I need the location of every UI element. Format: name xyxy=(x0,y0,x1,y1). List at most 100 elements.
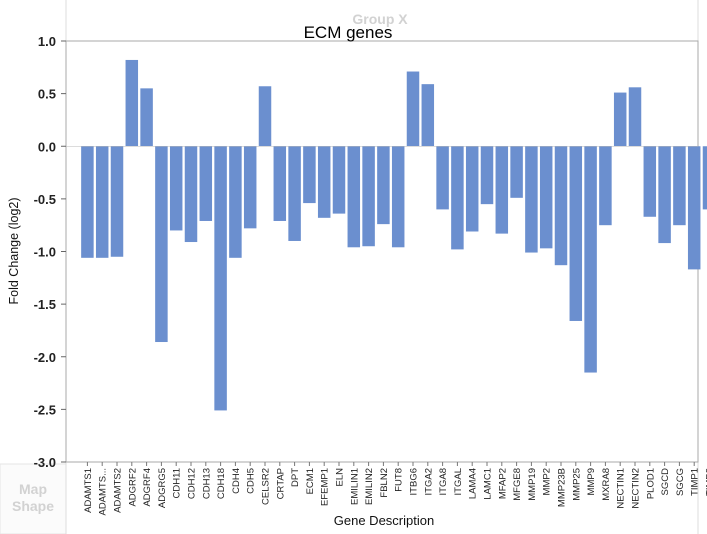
x-tick-label: LAMA4 xyxy=(468,468,479,499)
x-tick-label: MMP23B xyxy=(557,468,568,507)
x-tick-label: ADAMTS1 xyxy=(83,468,94,513)
bar-adamts[interactable] xyxy=(95,146,109,258)
map-shape-zone xyxy=(0,463,67,534)
bar-sgcd[interactable] xyxy=(658,146,671,244)
bar-eln[interactable] xyxy=(332,146,346,214)
bar-cdh13[interactable] xyxy=(199,146,213,221)
bar-lamc1[interactable] xyxy=(480,146,494,205)
x-tick-label: CDH11 xyxy=(172,468,183,498)
x-tick-label: DPT xyxy=(290,468,301,487)
x-tick-label: CDH18 xyxy=(216,468,227,499)
x-tick-label: SGCD xyxy=(660,468,671,496)
map-shape-label-line2: Shape xyxy=(12,498,54,514)
bar-itgal[interactable] xyxy=(451,146,464,250)
bar-fut8[interactable] xyxy=(391,146,405,248)
x-tick-label: ECM1 xyxy=(305,468,316,494)
x-tick-label: NECTIN1 xyxy=(616,468,627,509)
group-x-label: Group X xyxy=(352,11,408,27)
x-tick-label: ITBG6 xyxy=(409,468,420,495)
bars-group xyxy=(66,59,707,411)
bar-mmp9[interactable] xyxy=(584,146,597,373)
bar-crtap[interactable] xyxy=(273,146,287,221)
x-tick-label: CELSR2 xyxy=(261,468,272,505)
x-tick-label: LAMC1 xyxy=(483,468,494,500)
y-tick-label: -2.5 xyxy=(34,402,56,417)
x-tick-label: ITGAL xyxy=(453,468,464,495)
x-tick-label: NECTIN2 xyxy=(631,468,642,509)
y-tick-label: -1.5 xyxy=(34,297,56,312)
x-tick-label: TIMP1 xyxy=(690,468,701,496)
bar-adamts2[interactable] xyxy=(110,146,124,257)
bar-mmp25[interactable] xyxy=(569,146,583,321)
x-tick-label: TIMP2 xyxy=(705,468,707,496)
x-tick-label: MMP2 xyxy=(542,468,553,495)
y-tick-label: -3.0 xyxy=(34,455,56,470)
bar-sgcg[interactable] xyxy=(673,146,686,226)
map-shape-label-line1: Map xyxy=(19,481,47,497)
x-axis-labels: ADAMTS1 ADAMTS... ADAMTS2 ADGRF2 ADGRF4 ADGRG… xyxy=(83,462,707,516)
x-tick-label: EMILIN1 xyxy=(349,468,360,505)
x-tick-label: EFEMP1 xyxy=(320,468,331,506)
bar-efemp1[interactable] xyxy=(317,146,331,218)
bar-emilin1[interactable] xyxy=(347,146,361,248)
x-tick-label: ADGRG5 xyxy=(157,468,168,508)
x-tick-label: ADAMTS2 xyxy=(113,468,124,513)
bar-mxra8[interactable] xyxy=(599,146,612,226)
bar-nectin2[interactable] xyxy=(628,87,642,147)
bar-nectin1[interactable] xyxy=(613,92,627,147)
y-tick-label: 0.5 xyxy=(38,87,56,102)
bar-mfap2[interactable] xyxy=(495,146,509,234)
bar-itbg6[interactable] xyxy=(406,71,420,147)
bar-mmp2[interactable] xyxy=(539,146,553,249)
bar-plod1[interactable] xyxy=(643,146,657,217)
bar-adgrf4[interactable] xyxy=(140,88,153,147)
bar-timp2[interactable] xyxy=(702,146,707,210)
x-tick-label: MMP9 xyxy=(586,468,597,495)
x-tick-label: MMP19 xyxy=(527,468,538,501)
y-tick-label: -2.0 xyxy=(34,350,56,365)
x-tick-label: FUT8 xyxy=(394,468,405,492)
y-tick-label: -0.5 xyxy=(34,192,56,207)
bar-fbln2[interactable] xyxy=(377,146,390,225)
x-tick-label: ITGA8 xyxy=(438,468,449,495)
x-tick-label: SGCG xyxy=(675,468,686,496)
y-axis: 1.0 0.5 0.0 -0.5 -1.0 -1.5 -2.0 -2.5 -3.0 xyxy=(34,34,66,470)
y-axis-title: Fold Change (log2) xyxy=(7,197,21,304)
x-tick-label: ADGRF2 xyxy=(127,468,138,507)
x-tick-label: CDH12 xyxy=(187,468,198,499)
x-tick-label: EMILIN2 xyxy=(364,468,375,505)
bar-celsr2[interactable] xyxy=(258,86,272,147)
bar-timp1[interactable] xyxy=(687,146,701,270)
bar-cdh5[interactable] xyxy=(243,146,257,229)
y-tick-label: 0.0 xyxy=(38,139,56,154)
bar-dpt[interactable] xyxy=(288,146,301,241)
bar-ecm1[interactable] xyxy=(303,146,316,204)
x-tick-label: CDH4 xyxy=(231,468,242,494)
chart-title: ECM genes xyxy=(304,23,393,42)
bar-adgrg5[interactable] xyxy=(155,146,168,343)
bar-mmp19[interactable] xyxy=(525,146,538,253)
bar-adgrf2[interactable] xyxy=(125,59,139,147)
bar-cdh11[interactable] xyxy=(169,146,183,231)
x-axis-title: Gene Description xyxy=(334,513,434,528)
bar-adamts1[interactable] xyxy=(81,146,94,258)
bar-mmp23b[interactable] xyxy=(554,146,568,266)
x-tick-label: ELN xyxy=(335,468,346,487)
x-tick-label: CRTAP xyxy=(275,468,286,499)
bar-mfge8[interactable] xyxy=(510,146,523,198)
x-tick-label: ADGRF4 xyxy=(142,468,153,507)
x-tick-label: FBLN2 xyxy=(379,468,390,498)
bar-itga8[interactable] xyxy=(436,146,449,210)
bar-itga2[interactable] xyxy=(421,84,435,147)
x-tick-label: PLOD1 xyxy=(645,468,656,499)
bar-emilin2[interactable] xyxy=(362,146,375,247)
x-tick-label: ADAMTS... xyxy=(98,468,109,516)
x-tick-label: CDH13 xyxy=(201,468,212,499)
bar-cdh4[interactable] xyxy=(229,146,242,258)
x-tick-label: MFAP2 xyxy=(497,468,508,499)
bar-lama4[interactable] xyxy=(465,146,479,232)
y-tick-label: 1.0 xyxy=(38,34,56,49)
bar-cdh18[interactable] xyxy=(214,146,227,411)
bar-cdh12[interactable] xyxy=(184,146,198,243)
